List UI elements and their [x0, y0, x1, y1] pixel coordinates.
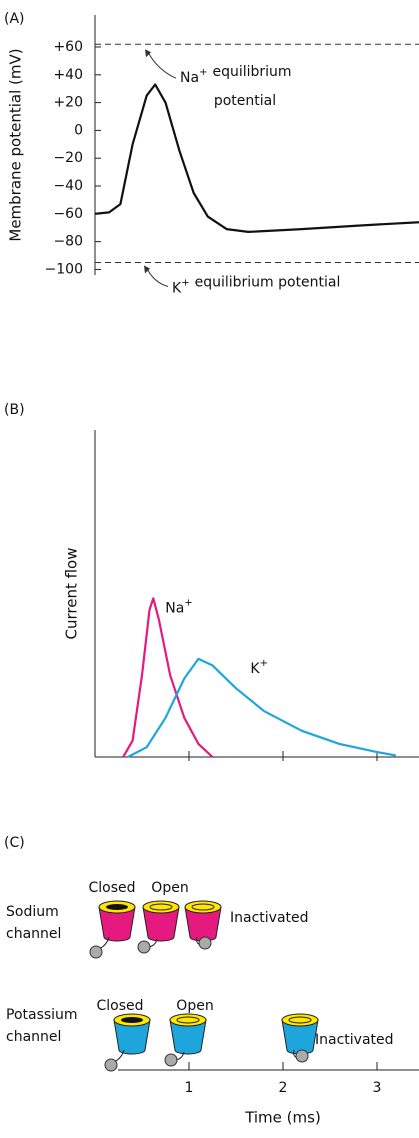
channel-pore [191, 903, 215, 911]
y-tick-label: +20 [53, 95, 83, 111]
x-tick-label: 2 [279, 1080, 288, 1096]
channel-pore [121, 1017, 143, 1023]
x-tick-label: 3 [373, 1080, 382, 1096]
row-label: Potassium [6, 1007, 78, 1023]
state-label: Closed [96, 998, 143, 1014]
y-tick-label: 0 [74, 122, 83, 138]
state-label: Inactivated [315, 1032, 394, 1048]
channel-body [142, 906, 180, 942]
panel-label: (B) [4, 402, 25, 418]
data-line [94, 83, 419, 233]
series-label-ion: K [250, 661, 260, 677]
annotation-ion: K [172, 280, 182, 296]
series-label-charge: + [260, 658, 268, 669]
data-line [127, 657, 396, 758]
annotation-charge: + [181, 277, 189, 288]
row-label: channel [6, 1029, 61, 1045]
state-label: Open [151, 880, 188, 896]
gate [137, 940, 151, 954]
annotation-text: potential [214, 93, 276, 109]
channel-body [169, 1019, 207, 1055]
y-axis-title: Membrane potential (mV) [7, 48, 25, 241]
state-label: Closed [88, 880, 135, 896]
arrowhead [145, 49, 151, 58]
y-tick-label: −20 [53, 150, 83, 166]
y-tick-label: −40 [53, 178, 83, 194]
y-tick-label: +60 [53, 39, 83, 55]
annotation: Na+ equilibrium [180, 64, 292, 86]
x-axis-title: Time (ms) [244, 1109, 321, 1127]
annotation-text: equilibrium [212, 64, 291, 80]
data-line [122, 597, 214, 758]
panel-label: (C) [4, 835, 25, 851]
y-tick-label: −100 [45, 261, 83, 277]
channel-pore [149, 903, 173, 911]
y-tick-label: −80 [53, 234, 83, 250]
state-label: Inactivated [230, 910, 309, 926]
arrowhead [144, 265, 150, 274]
row-label: channel [6, 926, 61, 942]
y-tick-label: +40 [53, 67, 83, 83]
x-tick-label: 1 [185, 1080, 194, 1096]
gate [104, 1058, 118, 1072]
gate [295, 1049, 309, 1063]
series-label-charge: + [184, 597, 192, 608]
panel-label: (A) [4, 11, 25, 27]
gate [198, 936, 212, 950]
channel-pore [106, 904, 128, 910]
channel-pore [288, 1016, 312, 1024]
series-label-ion: Na [165, 600, 184, 616]
state-label: Open [176, 998, 213, 1014]
gate [89, 945, 103, 959]
series-label: Na+ [165, 597, 192, 616]
channel-body [98, 906, 136, 942]
annotation-arrow [146, 268, 169, 287]
y-axis-title: Current flow [63, 548, 81, 640]
annotation: K+ equilibrium potential [172, 274, 340, 296]
annotation-ion: Na [180, 70, 199, 86]
row-label: Sodium [6, 904, 59, 920]
annotation-text: equilibrium potential [195, 274, 341, 290]
series-label: K+ [250, 658, 268, 677]
annotation-charge: + [199, 67, 207, 78]
y-tick-label: −60 [53, 206, 83, 222]
channel-pore [176, 1016, 200, 1024]
gate [164, 1053, 178, 1067]
annotation-arrow [147, 51, 177, 79]
channel-body [113, 1019, 151, 1055]
